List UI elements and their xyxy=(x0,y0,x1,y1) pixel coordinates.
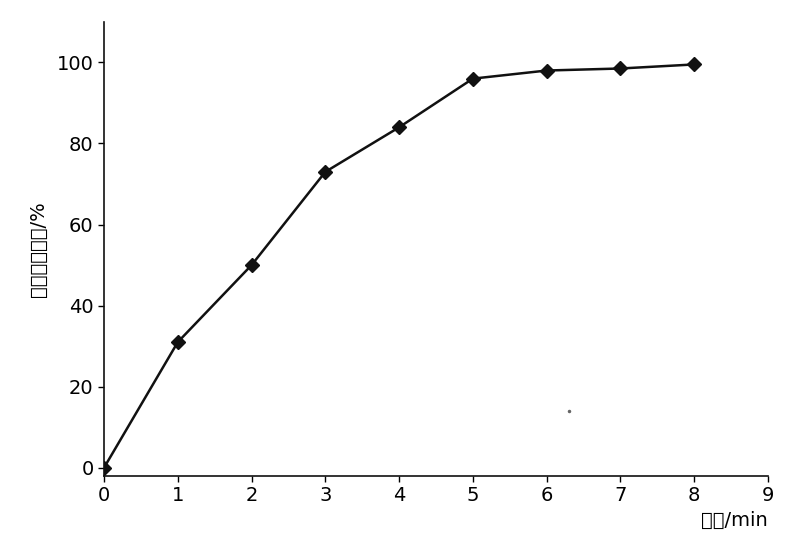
Y-axis label: 硝基苯去除率/%: 硝基苯去除率/% xyxy=(30,201,48,297)
X-axis label: 时间/min: 时间/min xyxy=(702,511,768,530)
